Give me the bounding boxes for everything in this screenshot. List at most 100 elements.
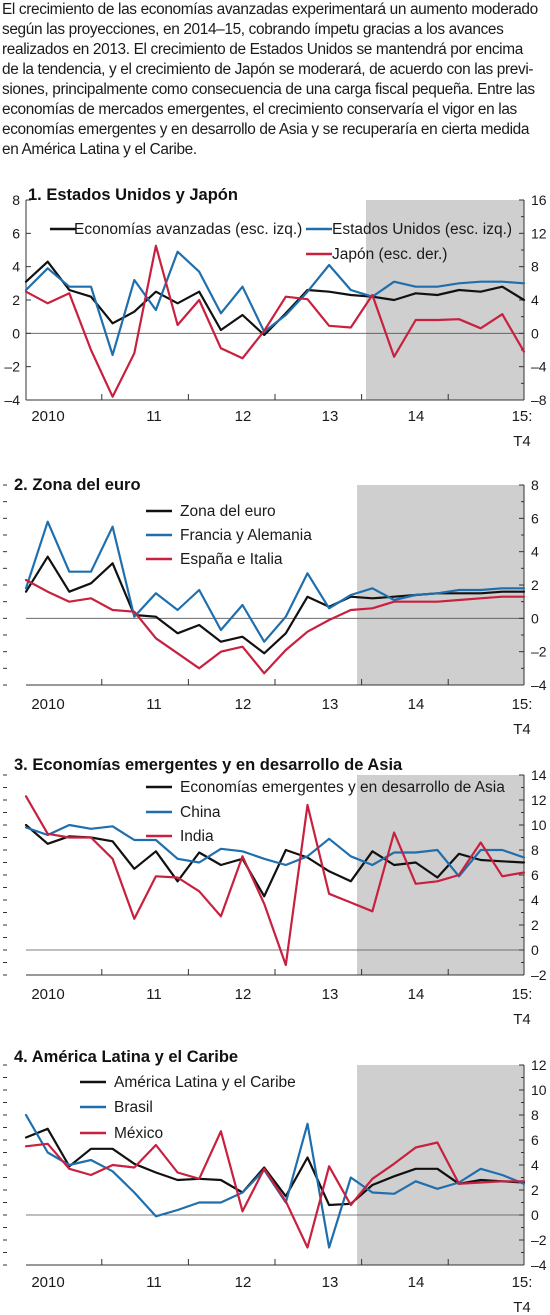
right-axis-tick-label: 8 [531,1107,539,1123]
intro-line: siones, principalmente como consecuencia… [2,81,535,98]
x-tick-label: 2010 [31,986,64,1003]
legend-label: Japón (esc. der.) [332,246,447,263]
right-axis-tick-label: 2 [531,1182,539,1198]
right-axis-tick-label: 10 [531,1082,547,1098]
legend-label: Economías emergentes y en desarrollo de … [180,779,505,796]
series-line-black [24,823,526,898]
right-axis-tick-label: 2 [531,577,539,593]
x-tick-label: 13 [322,696,339,713]
series-line-red [24,578,526,675]
right-axis-tick-label: 12 [531,225,547,241]
right-axis-tick-label: 6 [531,867,539,883]
series-line-red [24,1130,526,1249]
x-tick-label: 15: [512,696,533,713]
x-tick-label: 14 [408,408,425,425]
right-axis-tick-label: –4 [531,1257,547,1273]
legend-label: India [180,828,214,845]
intro-paragraph: El crecimiento de las economías avanzada… [2,0,550,160]
right-axis-tick-label: 0 [531,1207,539,1223]
right-axis-tick-label: 2 [531,917,539,933]
right-axis-tick-label: 6 [531,1132,539,1148]
right-axis-tick-label: 14 [531,767,547,783]
right-axis-tick-label: 0 [531,610,539,626]
left-axis-tick-label: 2 [12,292,20,308]
right-axis-tick-label: –2 [531,1232,547,1248]
right-axis-tick-label: 4 [531,892,539,908]
legend-label: América Latina y el Caribe [114,1074,296,1091]
intro-line: realizados en 2013. El crecimiento de Es… [2,41,523,58]
left-axis-tick-label: –4 [4,392,20,408]
right-axis-tick-label: 0 [531,942,539,958]
projection-shade [357,1065,524,1265]
x-tick-label: T4 [513,721,531,738]
intro-line: según las proyecciones, en 2014–15, cobr… [2,21,504,38]
x-tick-label: 2010 [31,696,64,713]
x-tick-label: 14 [408,986,425,1003]
x-tick-label: T4 [513,1299,531,1315]
series-line-red [24,244,526,398]
intro-line: economías emergentes y en desarrollo de … [2,121,530,138]
right-axis-tick-label: –2 [531,967,547,983]
x-tick-label: 13 [322,986,339,1003]
series-line-black [24,1127,526,1207]
x-tick-label: 13 [322,1274,339,1291]
right-axis-tick-label: 4 [531,292,539,308]
intro-line: de la tendencia, y el crecimiento de Jap… [2,61,534,78]
x-tick-label: 15: [512,1274,533,1291]
series-line-red [24,795,526,967]
intro-line: El crecimiento de las economías avanzada… [2,1,538,18]
left-axis-tick-label: 6 [12,225,20,241]
x-tick-label: 12 [235,696,252,713]
right-axis-tick-label: –4 [531,359,547,375]
legend-label: Estados Unidos (esc. izq.) [332,221,512,238]
x-tick-label: T4 [513,1011,531,1028]
intro-line: en América Latina y el Caribe. [2,141,197,158]
x-tick-label: 2010 [31,1274,64,1291]
chart-title: 3. Economías emergentes y en desarrollo … [14,756,403,774]
intro-line: economías de mercados emergentes, el cre… [2,101,517,118]
legend-label: Zona del euro [180,503,276,520]
chart-panel-3: 14 12 10 8 6 4 2 0 –2 2010 11 12 13 14 15: T4 Economías … [3,756,547,1028]
x-tick-label: 12 [235,1274,252,1291]
right-axis-tick-label: 4 [531,1157,539,1173]
left-axis-tick-label: 4 [12,259,20,275]
projection-shade [357,485,524,685]
series-line-blue [24,520,526,643]
x-tick-label: 12 [235,408,252,425]
x-tick-label: 12 [235,986,252,1003]
chart-title: 1. Estados Unidos y Japón [28,186,238,204]
right-axis-tick-label: 0 [531,325,539,341]
x-tick-label: 13 [322,408,339,425]
legend-label: Francia y Alemania [180,527,312,544]
chart-title: 4. América Latina y el Caribe [14,1048,238,1066]
right-axis-tick-label: 6 [531,510,539,526]
right-axis-tick-label: –8 [531,392,547,408]
right-axis-tick-label: 8 [531,477,539,493]
left-axis-tick-label: 8 [12,192,20,208]
right-axis-tick-label: 8 [531,259,539,275]
x-tick-label: 11 [146,408,162,425]
x-tick-label: 11 [146,986,162,1003]
x-tick-label: 2010 [31,408,64,425]
x-tick-label: 14 [408,1274,425,1291]
x-tick-label: 14 [408,696,425,713]
left-axis-tick-label: 0 [12,325,20,341]
series-line-blue [24,250,526,357]
x-tick-label: 15: [512,408,533,425]
legend-label: España e Italia [180,551,283,568]
right-axis-tick-label: –4 [531,677,547,693]
x-tick-label: 15: [512,986,533,1003]
chart-panel-4: 12 10 8 6 4 2 0 –2 –4 2010 11 12 13 14 15: T4 América La… [3,1048,547,1315]
chart-panel-1: 16 12 8 4 0 –4 –8 8 6 4 2 0 –2 –4 2010 11 12 13 14 15: T4 Eco… [4,186,546,450]
legend-label: Economías avanzadas (esc. izq.) [74,221,302,238]
legend-label: México [114,1125,163,1142]
chart-title: 2. Zona del euro [14,476,141,494]
x-tick-label: 11 [146,1274,162,1291]
right-axis-tick-label: 4 [531,544,539,560]
right-axis-tick-label: 12 [531,1057,547,1073]
right-axis-tick-label: 10 [531,817,547,833]
x-tick-label: 11 [146,696,162,713]
right-axis-tick-label: 16 [531,192,547,208]
chart-panel-2: 8 6 4 2 0 –2 –4 2010 11 12 13 14 15: T4 Zona del euro F… [3,476,547,738]
